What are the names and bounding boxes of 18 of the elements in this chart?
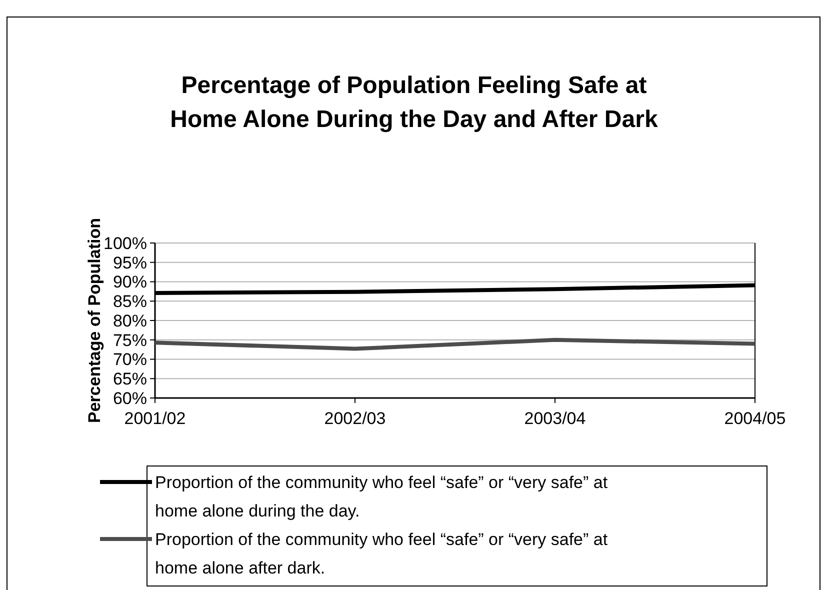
y-tick-label: 95% [112,253,147,272]
y-tick-label: 80% [112,311,147,330]
line-series [153,338,757,351]
y-tick-label: 100% [104,234,147,253]
legend-label: Proportion of the community who feel “safe” or “very safe” at home alone during the day. [155,472,608,520]
y-tick-label: 75% [112,330,147,350]
x-tick-label: 2002/03 [324,409,386,428]
y-tick-label: 85% [112,292,147,312]
x-tick-label: 2001/02 [124,409,186,428]
legend-label: Proportion of the community who feel “safe” or “very safe” at home alone after dark. [155,530,608,578]
y-tick-label: 70% [112,350,147,370]
y-tick-label: 60% [112,388,147,408]
chart-title: Percentage of Population Feeling Safe at Home Alone During the Day and After Dark [170,72,658,133]
x-tick-label: 2003/04 [524,409,586,428]
y-tick-label: 65% [112,370,147,389]
y-tick-label: 90% [112,272,147,292]
y-axis-title: Percentage of Population [85,218,104,423]
x-tick-label: 2004/05 [724,409,786,428]
